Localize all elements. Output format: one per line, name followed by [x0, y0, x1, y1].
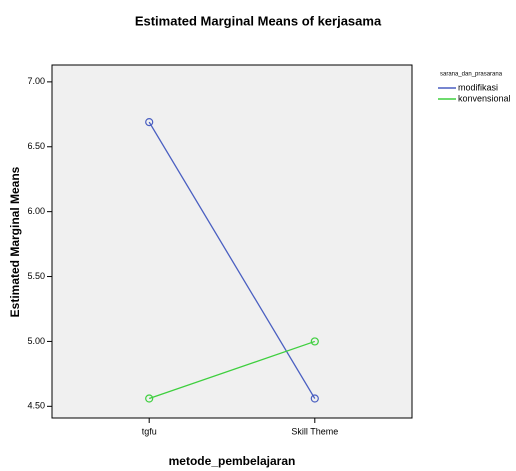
point: [145, 118, 154, 127]
point: [310, 337, 319, 346]
y-tick-label: 6.00: [27, 206, 45, 216]
y-axis-label: Estimated Marginal Means: [8, 166, 22, 317]
y-tick-label: 5.50: [27, 271, 45, 281]
plot-area: [51, 64, 413, 419]
y-tick-label: 4.50: [27, 401, 45, 411]
y-tick-label: 6.50: [27, 141, 45, 151]
series-line: [148, 121, 316, 399]
x-tick-label: tgfu: [142, 426, 157, 436]
chart-title: Estimated Marginal Means of kerjasama: [135, 13, 382, 28]
y-tick-label: 7.00: [27, 76, 45, 86]
point: [145, 394, 154, 403]
legend-label: modifikasi: [458, 82, 498, 92]
x-axis-label: metode_pembelajaran: [169, 454, 296, 468]
series-line: [148, 340, 316, 400]
legend-title: sarana_dan_prasarana: [440, 72, 503, 78]
x-tick-label: Skill Theme: [291, 426, 338, 436]
y-tick-label: 5.00: [27, 336, 45, 346]
point: [310, 394, 319, 403]
legend-label: konvensional: [458, 93, 511, 103]
